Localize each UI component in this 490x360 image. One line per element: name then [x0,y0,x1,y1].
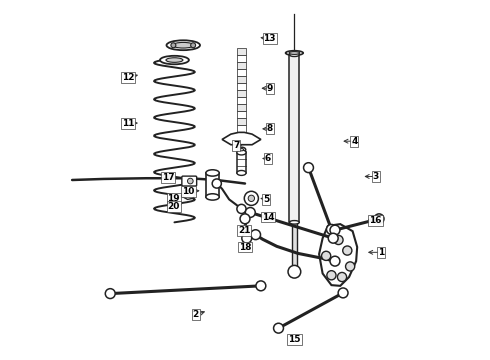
Ellipse shape [172,42,194,48]
Bar [237,118,246,125]
Text: 17: 17 [162,173,174,182]
Circle shape [237,204,246,213]
Circle shape [326,224,336,234]
Circle shape [328,233,338,243]
Circle shape [327,271,336,280]
Ellipse shape [166,58,183,62]
Bar [238,55,245,62]
Ellipse shape [237,150,246,155]
Circle shape [212,179,221,188]
Circle shape [345,262,355,271]
Text: 10: 10 [182,187,195,196]
Text: 8: 8 [267,124,273,133]
Text: 21: 21 [238,226,250,235]
Circle shape [191,43,196,48]
Polygon shape [183,190,196,199]
Ellipse shape [237,171,246,175]
Bar [238,125,245,132]
Ellipse shape [239,148,244,151]
Text: 20: 20 [168,202,180,211]
Circle shape [330,256,340,266]
Bar [290,55,299,222]
Bar [238,83,245,90]
Circle shape [374,214,384,224]
Text: 7: 7 [233,141,240,150]
Text: 3: 3 [372,172,379,181]
Circle shape [256,281,266,291]
Circle shape [273,323,283,333]
Bar [292,222,296,268]
Bar [237,76,246,83]
Circle shape [288,265,301,278]
Bar [237,153,246,173]
Circle shape [338,288,348,298]
Polygon shape [222,132,261,145]
Ellipse shape [290,221,299,224]
Circle shape [304,163,314,172]
Ellipse shape [286,51,303,55]
Ellipse shape [237,147,245,152]
Circle shape [321,251,331,260]
Text: 5: 5 [263,195,270,204]
Ellipse shape [167,40,200,50]
Bar [237,132,246,139]
Circle shape [242,233,252,243]
Bar [206,173,219,197]
Bar [237,48,246,55]
Circle shape [188,178,193,184]
Circle shape [248,195,254,202]
Ellipse shape [206,194,219,200]
Bar [238,69,245,76]
Text: 19: 19 [168,194,180,203]
FancyBboxPatch shape [182,176,196,186]
Text: 16: 16 [369,216,382,225]
Text: 11: 11 [122,119,134,128]
Ellipse shape [206,170,219,176]
Circle shape [343,246,352,255]
Circle shape [251,230,261,240]
Circle shape [330,225,340,235]
Text: 2: 2 [193,310,199,319]
Bar [237,62,246,69]
Bar [237,104,246,111]
Circle shape [171,43,176,48]
Circle shape [105,289,115,298]
Ellipse shape [160,56,189,64]
Bar [238,111,245,118]
Text: 18: 18 [239,243,251,252]
Ellipse shape [289,51,300,54]
Text: 6: 6 [265,154,271,163]
Text: 9: 9 [267,84,273,93]
Text: 15: 15 [288,335,301,344]
Text: 13: 13 [264,34,276,43]
Text: 4: 4 [351,137,358,146]
Text: 12: 12 [122,73,134,82]
Circle shape [338,273,346,282]
Bar [237,90,246,97]
Circle shape [240,214,250,224]
Text: 1: 1 [378,248,384,257]
Ellipse shape [290,53,299,57]
Circle shape [334,235,343,244]
Polygon shape [319,224,357,286]
Circle shape [245,207,255,217]
Text: 14: 14 [262,212,274,221]
Bar [238,97,245,104]
Circle shape [245,191,258,206]
